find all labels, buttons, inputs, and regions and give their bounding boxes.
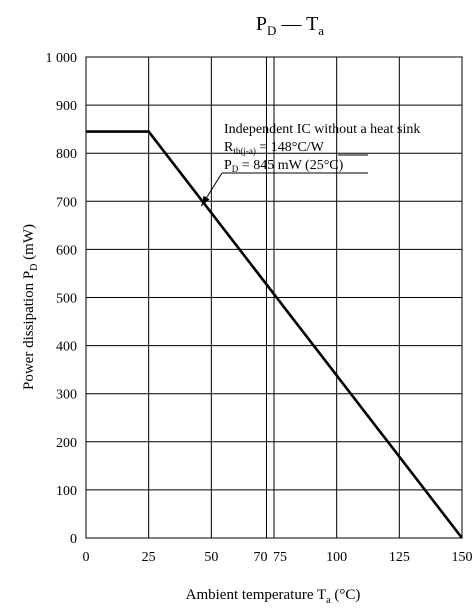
y-tick-label: 700: [56, 195, 77, 210]
y-tick-label: 300: [56, 388, 77, 403]
x-tick-label: 125: [389, 550, 410, 565]
plot-frame: [85, 56, 463, 539]
y-tick-label: 600: [56, 243, 77, 258]
x-tick-label: 100: [326, 550, 347, 565]
y-tick-label: 1 000: [46, 51, 78, 66]
x-tick-label: 70: [253, 550, 267, 565]
x-tick-label: 75: [273, 550, 287, 565]
y-axis-label: Power dissipation PD (mW): [21, 224, 40, 390]
annotation-line-2: Rth(j-a) = 148°C/W: [224, 140, 325, 156]
annotation: Independent IC without a heat sink Rth(j…: [200, 122, 420, 207]
series-layer: [86, 130, 464, 539]
x-tick-label: 25: [142, 550, 156, 565]
y-tick-label: 900: [56, 99, 77, 114]
series-line: [86, 130, 464, 539]
chart-title: PD — Ta: [256, 13, 324, 38]
x-tick-label: 50: [204, 550, 218, 565]
x-tick-label: 0: [83, 550, 90, 565]
y-tick-label: 200: [56, 436, 77, 451]
x-axis-label: Ambient temperature Ta (°C): [186, 587, 361, 606]
annotation-line-3: PD = 845 mW (25°C): [224, 158, 344, 174]
annotation-arrowhead: [201, 195, 210, 207]
grid-lines: [85, 56, 463, 539]
annotation-line-1: Independent IC without a heat sink: [224, 122, 420, 137]
x-tick-label: 150: [452, 550, 473, 565]
y-tick-label: 400: [56, 340, 77, 355]
y-tick-label: 100: [56, 484, 77, 499]
tick-labels: 0 100 200 300 400 500 600 700 800 900 1 000 0 25 50 70…: [46, 51, 473, 565]
y-tick-label: 800: [56, 147, 77, 162]
y-tick-label: 0: [70, 532, 77, 547]
y-tick-label: 500: [56, 292, 77, 307]
